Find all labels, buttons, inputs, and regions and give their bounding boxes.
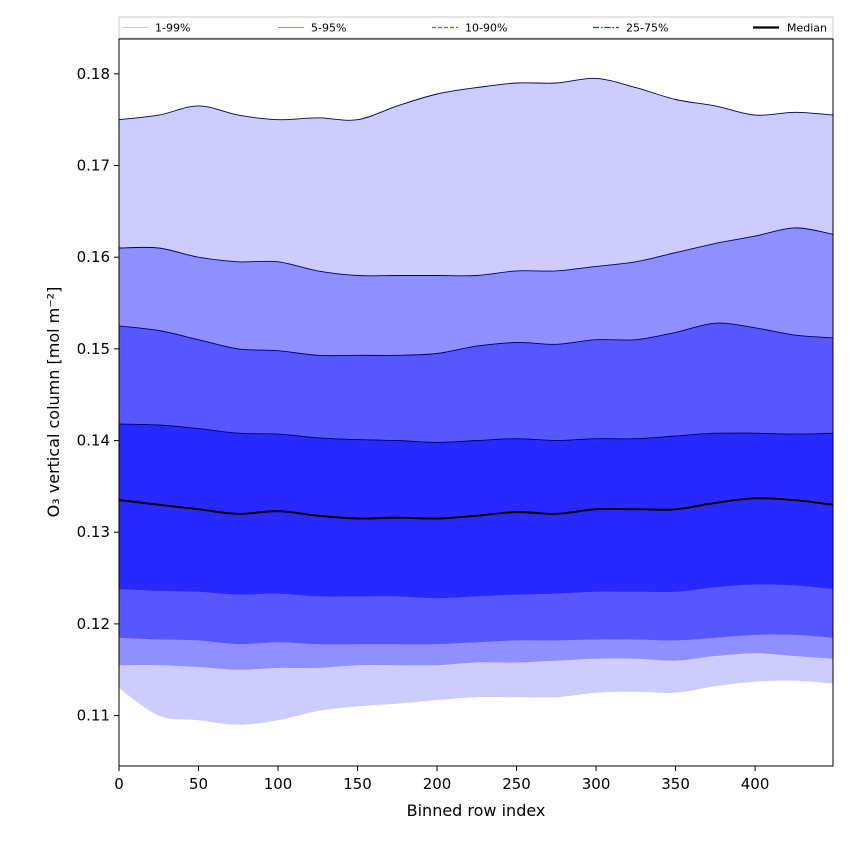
- y-tick-label: 0.16: [77, 248, 110, 266]
- y-tick-label: 0.13: [77, 523, 110, 541]
- y-tick-label: 0.14: [77, 432, 110, 450]
- y-axis-label: O₃ vertical column [mol m⁻²]: [44, 287, 63, 518]
- band-upper-edge-5-95%: [119, 227, 833, 277]
- band-upper-edge-1-99%: [119, 77, 833, 121]
- band-upper-edge-25-75%: [119, 423, 833, 443]
- y-axis: 0.11 0.12 0.13 0.14 0.15 0.16 0.17 0.18: [77, 65, 119, 725]
- y-tick-label: 0.18: [77, 65, 110, 83]
- bands-layer: [119, 78, 833, 725]
- x-tick-label: 0: [114, 775, 124, 793]
- x-tick-label: 150: [343, 775, 372, 793]
- legend-box: [118, 16, 834, 39]
- band-25-75%: [119, 424, 833, 599]
- band-upper-edge-10-90%: [119, 322, 833, 357]
- legend: 1-99% 5-95% 10-90% 25-75% Median: [118, 16, 834, 39]
- series-line-Median: [119, 497, 833, 520]
- x-axis-label: Binned row index: [407, 801, 546, 820]
- lines-layer: [119, 77, 833, 520]
- x-tick-label: 400: [741, 775, 770, 793]
- y-tick-label: 0.11: [77, 707, 110, 725]
- legend-label: 25-75%: [626, 22, 668, 35]
- y-tick-label: 0.17: [77, 157, 110, 175]
- x-tick-label: 100: [264, 775, 293, 793]
- legend-label: 1-99%: [155, 22, 190, 35]
- y-tick-label: 0.15: [77, 340, 110, 358]
- x-tick-label: 200: [423, 775, 452, 793]
- x-tick-label: 300: [582, 775, 611, 793]
- x-axis: 0 50 100 150 200 250 300 350 400: [114, 766, 769, 793]
- x-tick-label: 250: [502, 775, 531, 793]
- x-tick-label: 350: [661, 775, 690, 793]
- legend-label: Median: [787, 22, 827, 35]
- legend-label: 10-90%: [465, 22, 507, 35]
- x-tick-label: 50: [189, 775, 208, 793]
- legend-label: 5-95%: [311, 22, 346, 35]
- plot-frame: [118, 38, 834, 767]
- y-tick-label: 0.12: [77, 615, 110, 633]
